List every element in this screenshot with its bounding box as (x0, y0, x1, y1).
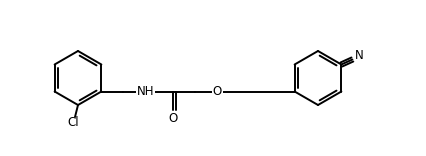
Text: O: O (169, 112, 178, 125)
Text: Cl: Cl (67, 117, 79, 129)
Text: O: O (213, 85, 222, 98)
Text: NH: NH (137, 85, 154, 98)
Text: N: N (355, 49, 364, 62)
